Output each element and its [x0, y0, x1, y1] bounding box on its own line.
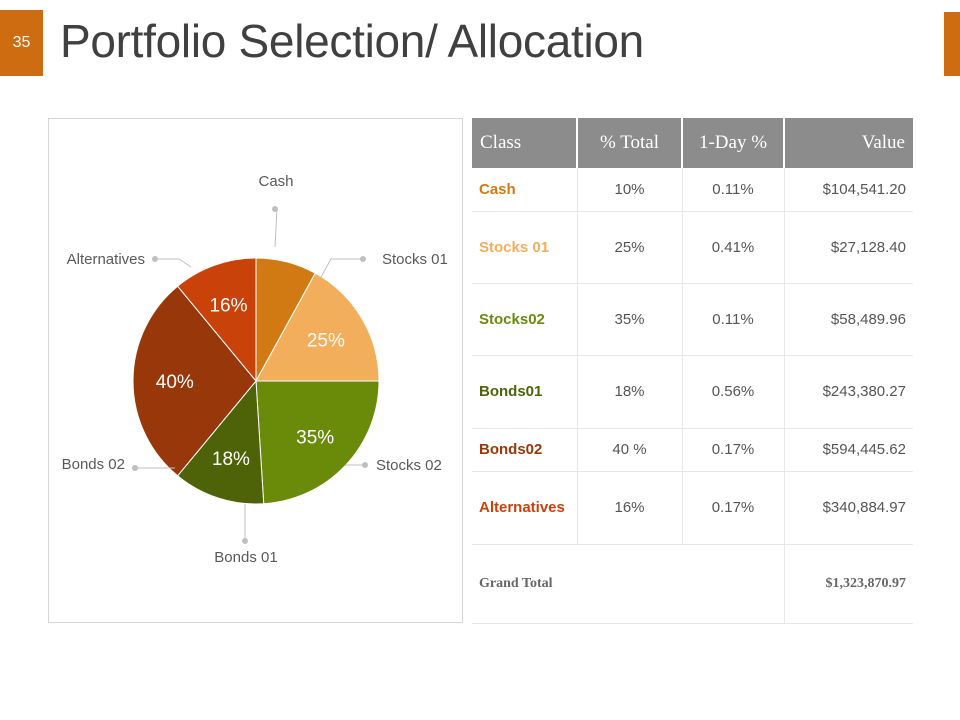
- row-class: Stocks 01: [472, 211, 578, 284]
- row-class: Bonds01: [472, 355, 578, 429]
- row-total: 10%: [577, 168, 683, 212]
- pie-slice-bonds-02: [132, 285, 257, 477]
- header-class: Class: [472, 118, 578, 168]
- row-value: $594,445.62: [784, 428, 913, 472]
- row-value: $27,128.40: [784, 211, 913, 284]
- table-row: Alternatives 16% 0.17% $340,884.97: [472, 471, 913, 545]
- pie-chart-panel: Cash 25% Stocks 01 35% Stocks 02 18% Bonds 01 4…: [48, 118, 463, 623]
- row-total: 35%: [577, 283, 683, 356]
- pie-category-label-bonds-02: Bonds 02: [62, 456, 125, 473]
- pie-slice-alternatives: [176, 257, 257, 383]
- pie-data-label-bonds-02: 40%: [156, 372, 194, 393]
- row-day: 0.17%: [682, 428, 785, 472]
- row-day: 0.56%: [682, 355, 785, 429]
- allocation-table-wrap: Class % Total 1-Day % Value Cash 10% 0.1…: [472, 118, 913, 624]
- table-row: Stocks02 35% 0.11% $58,489.96: [472, 283, 913, 356]
- row-total: 16%: [577, 471, 683, 545]
- row-value: $104,541.20: [784, 168, 913, 212]
- header-value: Value: [784, 118, 913, 168]
- row-total: 40 %: [577, 428, 683, 472]
- pie-chart: Cash 25% Stocks 01 35% Stocks 02 18% Bonds 01 4…: [62, 173, 448, 566]
- pie-data-label-stocks-02: 35%: [296, 428, 334, 449]
- page-title: Portfolio Selection/ Allocation: [60, 15, 644, 67]
- row-day: 0.11%: [682, 168, 785, 212]
- pie-data-label-alternatives: 16%: [209, 296, 247, 317]
- table-header-row: Class % Total 1-Day % Value: [472, 118, 913, 168]
- grand-total-label: Grand Total: [472, 544, 785, 624]
- slide-number-badge: 35: [0, 10, 43, 76]
- pie-category-label-alternatives: Alternatives: [67, 251, 145, 268]
- row-day: 0.11%: [682, 283, 785, 356]
- leader-dot-alternatives: [152, 256, 158, 262]
- table-row: Bonds01 18% 0.56% $243,380.27: [472, 355, 913, 429]
- leader-line-cash: [274, 208, 278, 248]
- leader-dot-cash: [272, 206, 278, 212]
- row-total: 25%: [577, 211, 683, 284]
- row-value: $243,380.27: [784, 355, 913, 429]
- row-class: Stocks02: [472, 283, 578, 356]
- pie-slice-stocks-01: [255, 272, 380, 382]
- grand-total-value: $1,323,870.97: [784, 544, 913, 624]
- pie-category-label-stocks-02: Stocks 02: [376, 457, 442, 474]
- row-value: $58,489.96: [784, 283, 913, 356]
- leader-line-alternatives: [157, 258, 192, 268]
- row-total: 18%: [577, 355, 683, 429]
- pie-category-label-stocks-01: Stocks 01: [382, 251, 448, 268]
- row-day: 0.41%: [682, 211, 785, 284]
- pie-data-label-bonds-01: 18%: [212, 449, 250, 470]
- leader-dot-stocks-02: [362, 462, 368, 468]
- row-day: 0.17%: [682, 471, 785, 545]
- accent-tab: [944, 12, 960, 76]
- row-class: Alternatives: [472, 471, 578, 545]
- header-day: 1-Day %: [682, 118, 785, 168]
- leader-line-stocks-01: [320, 258, 361, 278]
- row-class: Cash: [472, 168, 578, 212]
- table-row: Stocks 01 25% 0.41% $27,128.40: [472, 211, 913, 284]
- grand-total-row: Grand Total $1,323,870.97: [472, 544, 913, 624]
- pie-category-label-cash: Cash: [258, 173, 293, 190]
- leader-dot-stocks-01: [360, 256, 366, 262]
- pie-slice-bonds-01: [176, 379, 265, 505]
- row-value: $340,884.97: [784, 471, 913, 545]
- leader-dot-bonds-02: [132, 465, 138, 471]
- leader-dot-bonds-01: [242, 538, 248, 544]
- table-row: Cash 10% 0.11% $104,541.20: [472, 168, 913, 212]
- allocation-table: Class % Total 1-Day % Value Cash 10% 0.1…: [472, 118, 913, 624]
- row-class: Bonds02: [472, 428, 578, 472]
- pie-category-label-bonds-01: Bonds 01: [214, 549, 277, 566]
- header-total: % Total: [577, 118, 683, 168]
- slide-number: 35: [12, 34, 31, 51]
- pie-data-label-stocks-01: 25%: [307, 331, 345, 352]
- table-row: Bonds02 40 % 0.17% $594,445.62: [472, 428, 913, 472]
